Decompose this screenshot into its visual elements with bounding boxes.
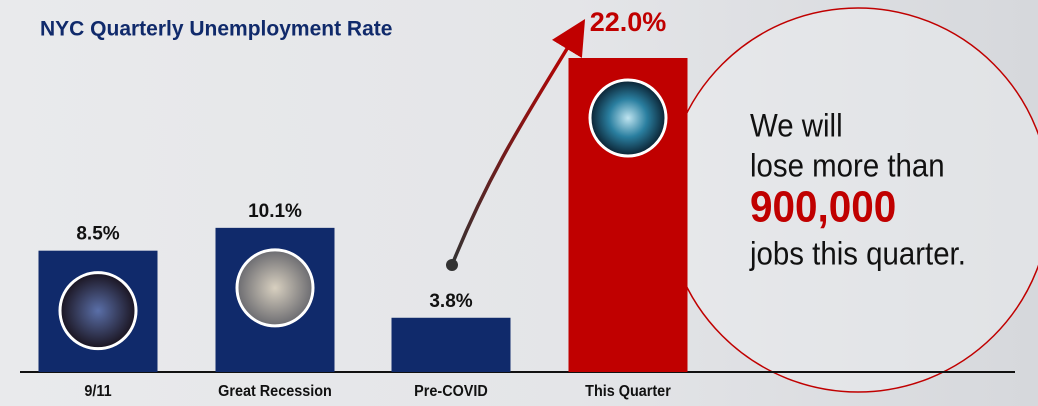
- value-label: 10.1%: [248, 201, 302, 222]
- x-tick-label: Pre-COVID: [414, 383, 488, 401]
- x-tick-label: Great Recession: [218, 383, 332, 401]
- annotation-line: jobs this quarter.: [749, 235, 966, 271]
- bar-icon: [235, 248, 315, 328]
- value-label: 22.0%: [590, 7, 667, 37]
- bar-icon: [58, 271, 138, 351]
- chart-title: NYC Quarterly Unemployment Rate: [40, 18, 392, 41]
- trend-arrow: [450, 19, 586, 266]
- value-label: 3.8%: [429, 291, 472, 312]
- arrow-dot: [446, 259, 458, 271]
- x-tick-label: 9/11: [84, 383, 112, 401]
- annotation-line: We will: [750, 107, 843, 143]
- bar-icon: [588, 78, 668, 158]
- x-tick-label: This Quarter: [585, 383, 671, 401]
- annotation-line: lose more than: [750, 147, 945, 183]
- bar: [391, 317, 511, 372]
- value-label: 8.5%: [76, 224, 119, 245]
- annotation-line: 900,000: [750, 182, 896, 231]
